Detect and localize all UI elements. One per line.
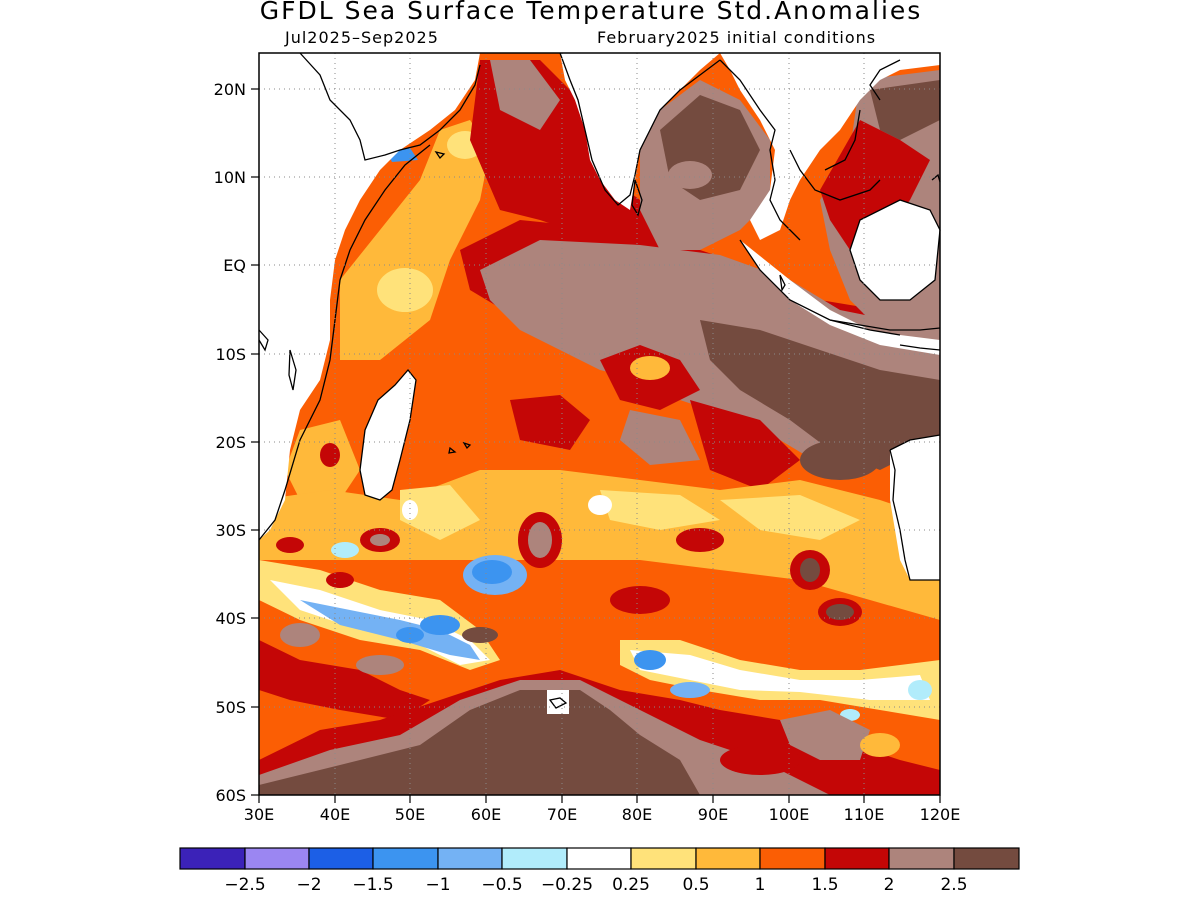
legend-swatch bbox=[566, 847, 632, 870]
legend-label: 1 bbox=[755, 875, 766, 895]
legend-label: 0.25 bbox=[612, 875, 650, 895]
lon-label: 40E bbox=[320, 805, 350, 824]
map-frame bbox=[258, 52, 941, 796]
map-title: GFDL Sea Surface Temperature Std.Anomali… bbox=[259, 0, 923, 25]
legend-labels: −2.5 −2 −1.5 −1 −0.5 −0.25 0.25 0.5 1 1.… bbox=[224, 875, 967, 895]
lat-label: 60S bbox=[215, 786, 246, 805]
lat-label: 30S bbox=[215, 521, 246, 540]
legend-label: −0.25 bbox=[541, 875, 593, 895]
longitude-labels: 30E 40E 50E 60E 70E 80E 90E 100E 110E 12… bbox=[244, 805, 961, 824]
lat-label: 10N bbox=[214, 168, 246, 187]
legend-swatch bbox=[372, 847, 439, 870]
lat-label: 50S bbox=[215, 698, 246, 717]
legend-swatch bbox=[759, 847, 826, 870]
legend-swatch bbox=[308, 847, 374, 870]
lat-label: 20N bbox=[214, 80, 246, 99]
legend-label: 1.5 bbox=[811, 875, 838, 895]
legend-label: −1 bbox=[425, 875, 450, 895]
lon-label: 80E bbox=[622, 805, 652, 824]
color-legend bbox=[179, 847, 1020, 870]
legend-swatch bbox=[437, 847, 503, 870]
axis-ticks bbox=[251, 88, 941, 803]
legend-label: 0.5 bbox=[682, 875, 709, 895]
lon-label: 110E bbox=[844, 805, 885, 824]
legend-swatch bbox=[953, 847, 1020, 870]
lon-label: 60E bbox=[471, 805, 501, 824]
lon-label: 90E bbox=[698, 805, 728, 824]
lat-label: 40S bbox=[215, 609, 246, 628]
legend-swatch bbox=[179, 847, 246, 870]
legend-label: −1.5 bbox=[352, 875, 393, 895]
lon-label: 30E bbox=[244, 805, 274, 824]
legend-label: −0.5 bbox=[481, 875, 522, 895]
legend-swatch bbox=[630, 847, 697, 870]
legend-label: 2 bbox=[884, 875, 895, 895]
lat-label: 10S bbox=[215, 345, 246, 364]
initial-conditions-label: February2025 initial conditions bbox=[597, 28, 877, 47]
legend-swatch bbox=[824, 847, 890, 870]
lon-label: 50E bbox=[395, 805, 425, 824]
lat-label: EQ bbox=[223, 256, 246, 275]
legend-swatch bbox=[501, 847, 568, 870]
lon-label: 100E bbox=[769, 805, 810, 824]
legend-label: 2.5 bbox=[940, 875, 967, 895]
map-gridlines bbox=[259, 53, 940, 795]
land-mask bbox=[259, 53, 940, 580]
legend-swatch bbox=[244, 847, 310, 870]
latitude-labels: 20N 10N EQ 10S 20S 30S 40S 50S 60S bbox=[214, 80, 246, 805]
forecast-period: Jul2025–Sep2025 bbox=[285, 28, 439, 47]
legend-swatch bbox=[888, 847, 955, 870]
legend-label: −2 bbox=[296, 875, 321, 895]
legend-label: −2.5 bbox=[224, 875, 265, 895]
lon-label: 70E bbox=[547, 805, 577, 824]
legend-swatch bbox=[695, 847, 761, 870]
lon-label: 120E bbox=[920, 805, 961, 824]
lat-label: 20S bbox=[215, 433, 246, 452]
